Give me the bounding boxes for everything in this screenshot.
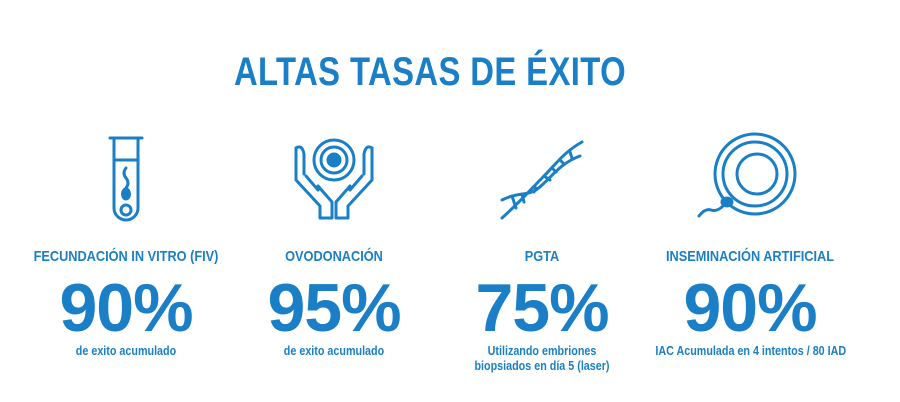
stat-label: INSEMINACIÓN ARTIFICIAL — [665, 248, 835, 265]
dna-helix-icon — [500, 140, 584, 220]
stat-note: de exito acumulado — [283, 344, 385, 358]
stat-inseminacion: INSEMINACIÓN ARTIFICIAL 90% IAC Acumulad… — [640, 130, 860, 359]
stat-note: biopsiados en día 5 (laser) — [474, 359, 610, 373]
stat-pgta: PGTA 75% Utilizando embriones biopsiados… — [432, 130, 652, 374]
stat-note: de exito acumulado — [75, 344, 177, 358]
stat-fiv: FECUNDACIÓN IN VITRO (FIV) 90% de exito … — [16, 130, 236, 359]
stat-note: IAC Acumulada en 4 intentos / 80 IAD — [655, 344, 847, 358]
stat-value: 75% — [475, 270, 609, 346]
stat-ovodonacion: OVODONACIÓN 95% de exito acumulado — [224, 130, 444, 359]
hands-holding-egg-icon — [294, 138, 374, 220]
stat-value: 90% — [683, 270, 817, 346]
stat-label: FECUNDACIÓN IN VITRO (FIV) — [33, 248, 219, 265]
page-title: ALTAS TASAS DE ÉXITO — [233, 50, 627, 94]
egg-sperm-icon — [697, 132, 797, 218]
stat-label: PGTA — [524, 248, 560, 265]
stat-value: 90% — [59, 270, 193, 346]
stat-value: 95% — [267, 270, 401, 346]
test-tube-sperm-icon — [108, 136, 144, 222]
stat-note: Utilizando embriones — [487, 344, 597, 358]
stat-label: OVODONACIÓN — [285, 248, 383, 265]
